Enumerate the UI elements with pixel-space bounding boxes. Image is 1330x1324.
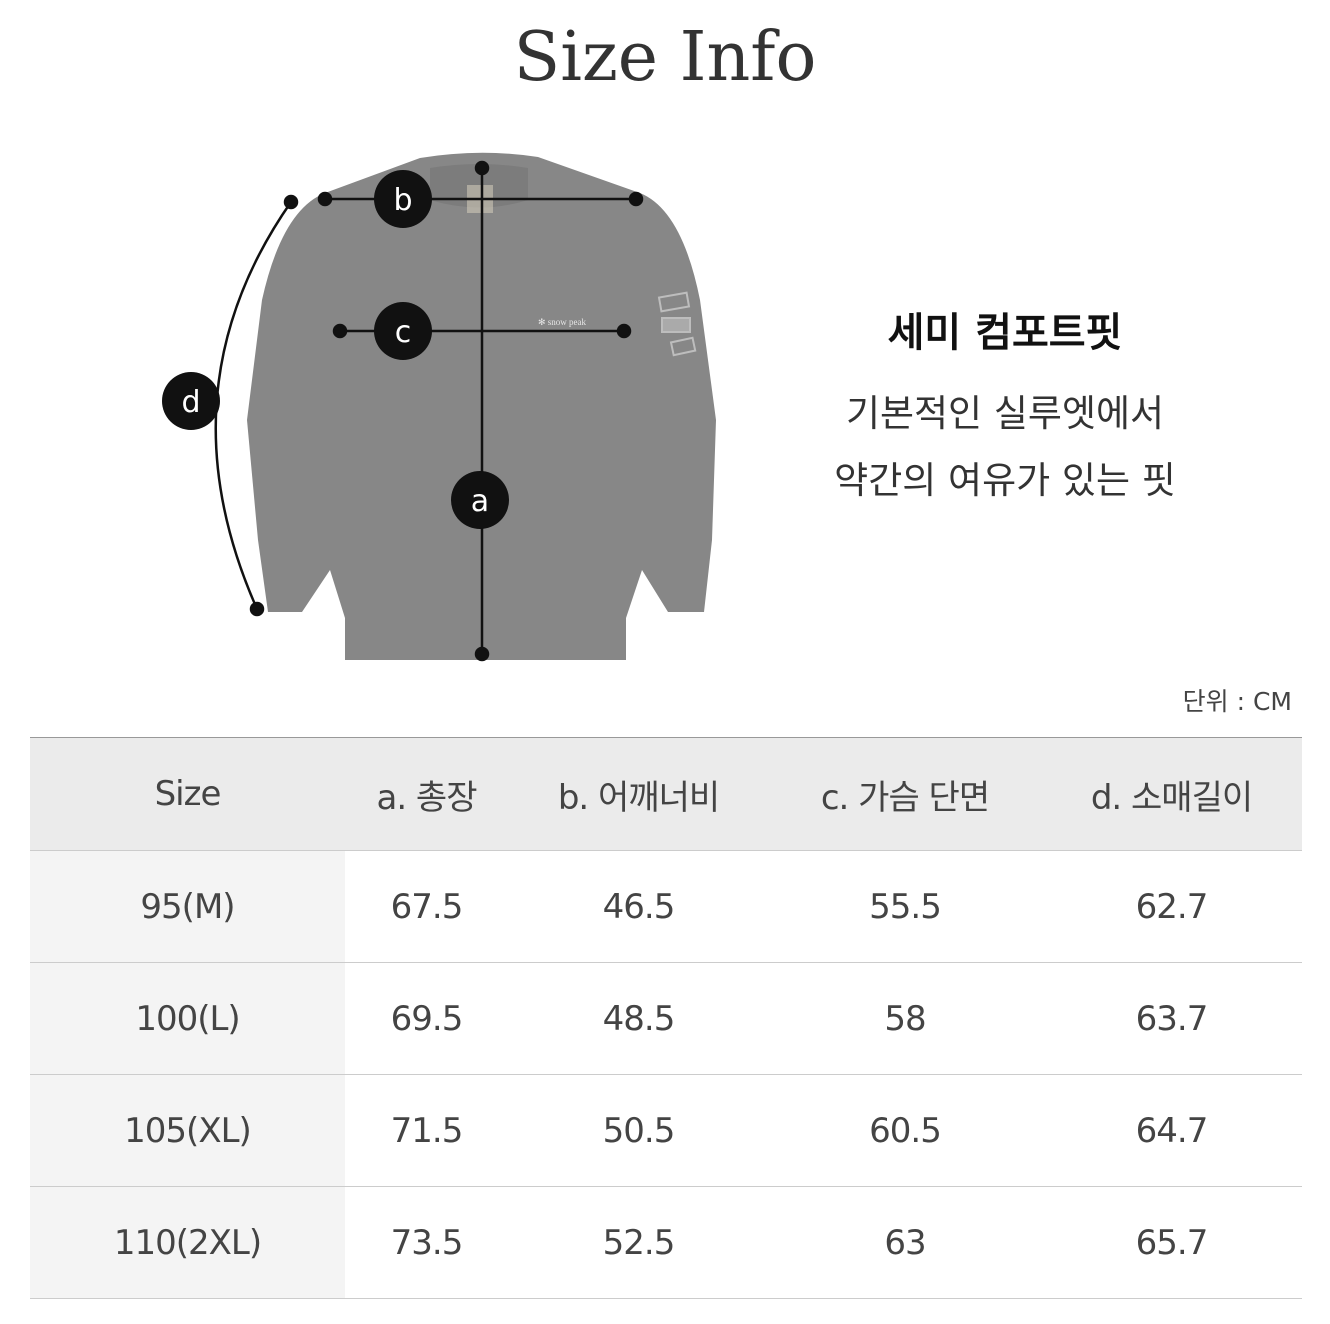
header-length: a. 총장 [345, 737, 508, 851]
cell-length: 67.5 [345, 850, 508, 963]
label-d: d [181, 385, 200, 420]
cell-length: 69.5 [345, 962, 508, 1075]
fit-name: 세미 컴포트핏 [887, 310, 1123, 356]
cell-size: 100(L) [30, 962, 345, 1075]
fit-description-line: 약간의 여유가 있는 핏 [834, 459, 1176, 502]
sleeve-patches [657, 291, 697, 357]
garment-measurement-diagram: ✻ snow peak a b c d [162, 152, 716, 662]
label-b: b [393, 183, 412, 218]
cell-size: 105(XL) [30, 1074, 345, 1187]
cell-length: 71.5 [345, 1074, 508, 1187]
page-title: Size Info [513, 18, 817, 97]
cell-chest: 63 [768, 1186, 1041, 1299]
header-chest: c. 가슴 단면 [768, 737, 1041, 851]
cell-sleeve: 62.7 [1041, 850, 1302, 963]
cell-shoulder: 46.5 [508, 850, 769, 963]
marker-d [162, 372, 220, 430]
cell-shoulder: 48.5 [508, 962, 769, 1075]
cell-size: 110(2XL) [30, 1186, 345, 1299]
header-shoulder: b. 어깨너비 [508, 737, 769, 851]
cell-shoulder: 52.5 [508, 1186, 769, 1299]
cell-sleeve: 65.7 [1041, 1186, 1302, 1299]
table-row: 105(XL) 71.5 50.5 60.5 64.7 [30, 1074, 1302, 1187]
fit-description-line: 기본적인 실루엣에서 [845, 392, 1165, 435]
cell-chest: 58 [768, 962, 1041, 1075]
unit-label: 단위 : CM [1182, 687, 1292, 716]
cell-size: 95(M) [30, 850, 345, 963]
header-size: Size [30, 737, 345, 851]
cell-shoulder: 50.5 [508, 1074, 769, 1187]
logo: ✻ snow peak [538, 317, 587, 327]
cell-chest: 60.5 [768, 1074, 1041, 1187]
header-sleeve: d. 소매길이 [1041, 737, 1302, 851]
table-row: 95(M) 67.5 46.5 55.5 62.7 [30, 850, 1302, 963]
table-row: 110(2XL) 73.5 52.5 63 65.7 [30, 1186, 1302, 1299]
table-row: 100(L) 69.5 48.5 58 63.7 [30, 962, 1302, 1075]
label-c: c [395, 315, 412, 350]
cell-sleeve: 63.7 [1041, 962, 1302, 1075]
cell-length: 73.5 [345, 1186, 508, 1299]
cell-sleeve: 64.7 [1041, 1074, 1302, 1187]
marker-b [374, 170, 432, 228]
marker-a [451, 471, 509, 529]
marker-c [374, 302, 432, 360]
size-table: Size a. 총장 b. 어깨너비 c. 가슴 단면 d. 소매길이 95(M… [30, 737, 1302, 1299]
fit-description: 기본적인 실루엣에서 약간의 여유가 있는 핏 [820, 380, 1190, 514]
cell-chest: 55.5 [768, 850, 1041, 963]
label-a: a [471, 484, 489, 519]
table-header-row: Size a. 총장 b. 어깨너비 c. 가슴 단면 d. 소매길이 [30, 737, 1302, 851]
